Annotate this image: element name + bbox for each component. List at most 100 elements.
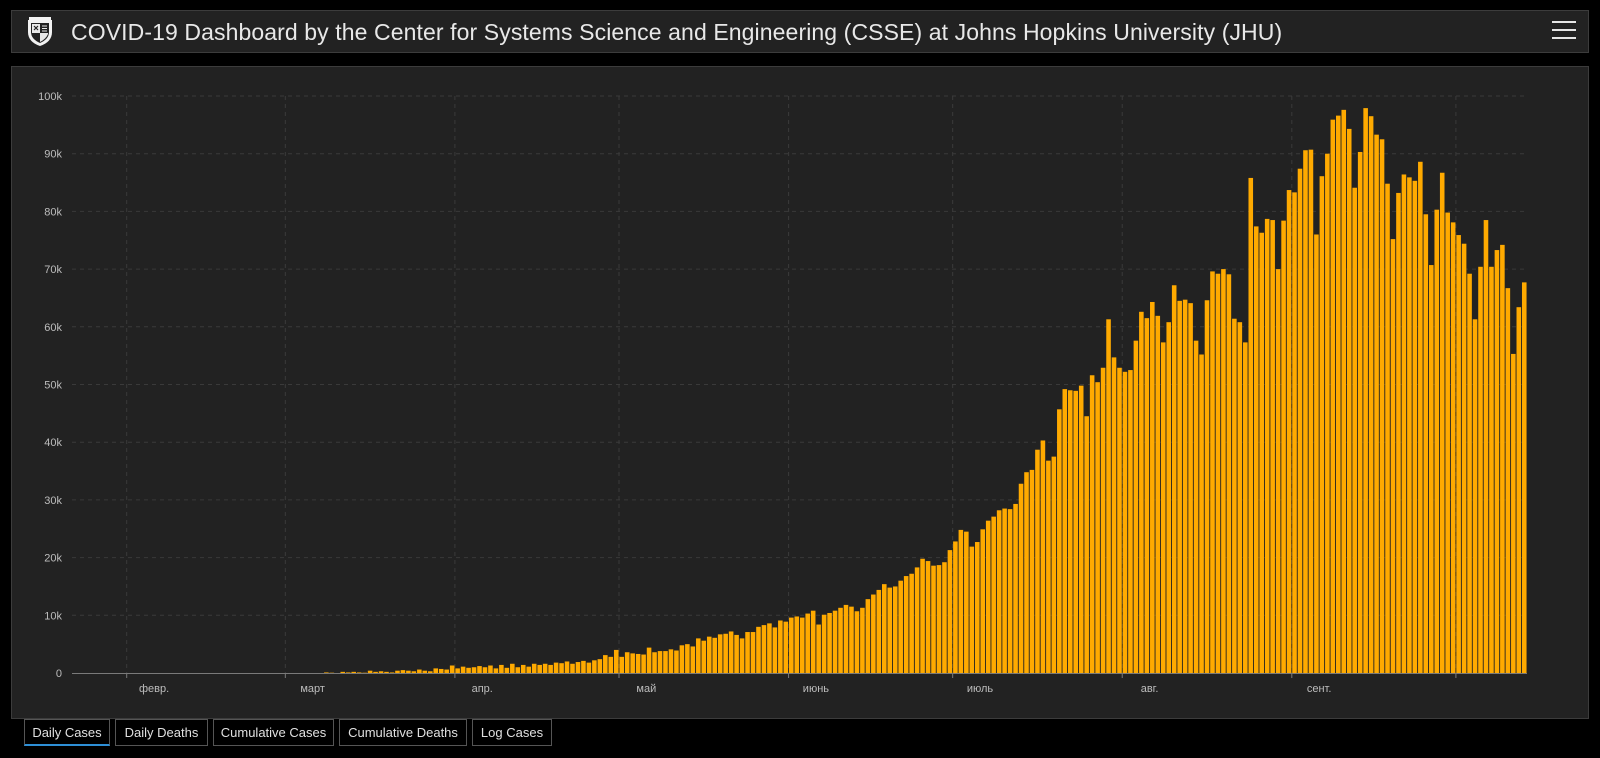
x-tick-label: июнь — [803, 683, 829, 695]
data-bar — [838, 607, 843, 673]
data-bar — [1407, 177, 1412, 673]
data-bar — [1374, 134, 1379, 673]
data-bar — [1139, 311, 1144, 673]
data-bar — [1046, 460, 1051, 673]
data-bar — [887, 587, 893, 673]
data-bar — [1352, 187, 1357, 674]
data-bar — [1346, 128, 1352, 673]
tab-cumulative-deaths[interactable]: Cumulative Deaths — [339, 719, 467, 746]
data-bar — [914, 567, 920, 673]
data-bar — [974, 542, 980, 673]
data-bar — [1363, 108, 1368, 673]
data-bar — [1297, 168, 1303, 673]
data-bar — [324, 672, 329, 673]
tab-daily-cases[interactable]: Daily Cases — [24, 719, 110, 746]
data-bar — [520, 664, 526, 673]
data-bar — [1106, 319, 1111, 673]
data-bar — [871, 594, 876, 673]
data-bar — [783, 621, 789, 673]
data-bar — [706, 636, 712, 673]
data-bar — [1040, 440, 1046, 673]
data-bar — [810, 610, 816, 673]
data-bar — [1396, 192, 1401, 673]
data-bar — [493, 668, 499, 673]
data-bar — [384, 671, 389, 673]
data-bar — [1166, 322, 1172, 673]
data-bar — [1341, 109, 1347, 673]
x-tick-label: март — [300, 683, 325, 695]
data-bar — [931, 565, 936, 673]
data-bar — [1259, 232, 1264, 673]
data-bar — [1489, 266, 1494, 673]
data-bar — [1418, 161, 1423, 673]
data-bar — [471, 667, 477, 673]
data-bar — [1521, 282, 1527, 673]
data-bar — [789, 617, 794, 673]
data-bar — [1428, 265, 1434, 673]
data-bar — [1078, 385, 1084, 673]
data-bar — [794, 616, 800, 673]
data-bar — [1122, 371, 1128, 673]
y-tick-label: 0 — [56, 668, 62, 680]
data-bar — [980, 529, 986, 673]
data-bar — [1073, 390, 1079, 673]
data-bar — [909, 573, 914, 673]
data-bar — [1095, 382, 1100, 673]
data-bar — [1286, 190, 1292, 673]
data-bar — [1253, 226, 1259, 674]
x-tick-label: сент. — [1307, 683, 1332, 695]
data-bar — [985, 520, 991, 673]
tab-daily-deaths[interactable]: Daily Deaths — [115, 719, 208, 746]
data-bar — [356, 672, 362, 673]
data-bar — [1270, 220, 1275, 673]
data-bar — [1226, 274, 1232, 673]
data-bar — [378, 671, 384, 673]
data-bar — [1018, 483, 1024, 673]
data-bar — [925, 561, 931, 673]
data-bar — [488, 665, 493, 673]
data-bar — [1390, 239, 1396, 673]
data-bar — [1193, 340, 1199, 673]
data-bar — [570, 663, 575, 673]
y-tick-label: 60k — [44, 322, 62, 334]
hamburger-menu-icon[interactable] — [1552, 21, 1576, 43]
data-bar — [531, 663, 537, 673]
data-bar — [865, 599, 871, 673]
data-bar — [969, 546, 975, 673]
data-bar — [1155, 315, 1161, 673]
data-bar — [668, 649, 674, 673]
data-bar — [767, 623, 772, 673]
y-tick-label: 40k — [44, 437, 62, 449]
data-bar — [1450, 222, 1456, 673]
data-bar — [564, 661, 570, 673]
data-bar — [417, 669, 422, 673]
data-bar — [400, 670, 406, 673]
data-bar — [1177, 300, 1182, 673]
data-bar — [1456, 235, 1461, 673]
data-bar — [1483, 220, 1489, 673]
data-bar — [537, 664, 542, 673]
data-bar — [510, 663, 515, 673]
data-bar — [1478, 266, 1483, 673]
y-tick-label: 70k — [44, 264, 62, 276]
tab-log-cases[interactable]: Log Cases — [472, 719, 552, 746]
data-bar — [592, 660, 597, 673]
data-bar — [690, 646, 696, 673]
data-bar — [750, 632, 756, 673]
tab-cumulative-cases[interactable]: Cumulative Cases — [213, 719, 334, 746]
data-bar — [1308, 149, 1314, 673]
data-bar — [778, 620, 783, 673]
data-bar — [1357, 151, 1363, 673]
data-bar — [1188, 303, 1193, 673]
data-bar — [542, 663, 548, 673]
data-bar — [499, 664, 504, 673]
data-bar — [1100, 367, 1106, 673]
data-bar — [964, 531, 969, 673]
data-bar — [438, 668, 444, 673]
data-bar — [712, 637, 718, 673]
data-bar — [526, 666, 532, 673]
data-bar — [1379, 139, 1385, 673]
data-bar — [504, 667, 510, 673]
data-bar — [876, 589, 882, 673]
data-bar — [701, 640, 707, 673]
